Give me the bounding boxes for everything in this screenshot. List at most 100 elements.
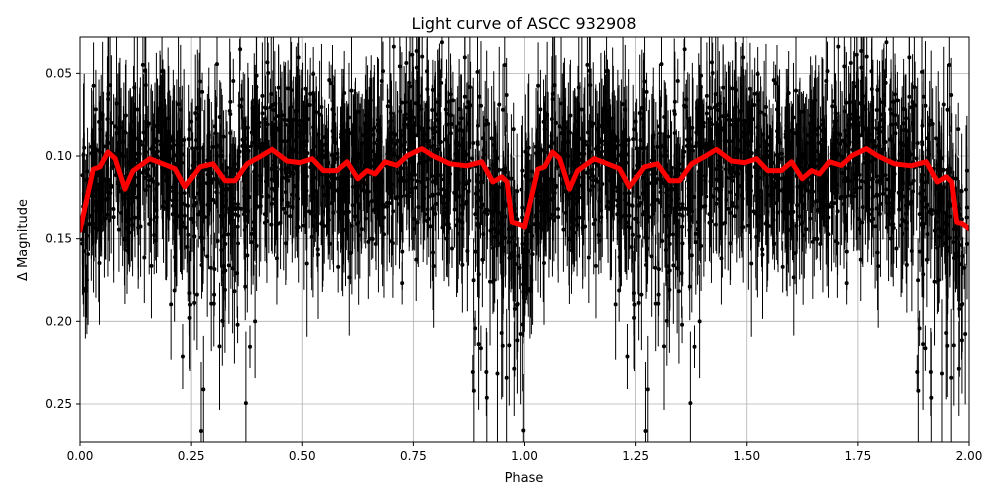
data-point bbox=[521, 373, 526, 442]
data-point bbox=[688, 202, 693, 239]
data-point bbox=[169, 249, 174, 360]
data-point bbox=[874, 84, 879, 136]
data-point bbox=[779, 106, 784, 251]
data-point bbox=[436, 60, 441, 144]
data-point bbox=[397, 138, 402, 224]
data-point bbox=[682, 126, 687, 177]
x-axis-label: Phase bbox=[505, 471, 544, 486]
data-point bbox=[869, 176, 874, 265]
data-point bbox=[460, 108, 465, 154]
data-point bbox=[349, 157, 354, 295]
data-point bbox=[217, 80, 222, 154]
data-point bbox=[682, 37, 687, 71]
data-point bbox=[665, 217, 670, 328]
data-point bbox=[425, 176, 430, 265]
data-point bbox=[924, 212, 929, 308]
data-point bbox=[884, 37, 889, 78]
data-point bbox=[83, 264, 88, 318]
data-point bbox=[420, 37, 425, 129]
data-point bbox=[374, 106, 379, 203]
data-point bbox=[168, 107, 173, 210]
data-point bbox=[769, 149, 774, 234]
data-point bbox=[755, 47, 760, 101]
data-point bbox=[891, 37, 896, 169]
data-point bbox=[386, 143, 391, 235]
data-point bbox=[322, 99, 327, 175]
data-point bbox=[659, 37, 664, 107]
data-point bbox=[372, 65, 377, 191]
data-point bbox=[381, 170, 386, 298]
data-point bbox=[543, 74, 548, 153]
data-point bbox=[907, 37, 912, 96]
data-point bbox=[959, 287, 964, 394]
data-point bbox=[591, 173, 596, 275]
data-point bbox=[897, 171, 902, 248]
data-point bbox=[316, 190, 321, 319]
data-point bbox=[939, 299, 944, 442]
data-point bbox=[909, 190, 914, 312]
data-point bbox=[428, 138, 433, 180]
data-point bbox=[238, 180, 243, 238]
data-point bbox=[180, 324, 185, 390]
data-point bbox=[432, 75, 437, 216]
data-point bbox=[317, 127, 322, 187]
data-point bbox=[869, 48, 874, 95]
data-point bbox=[93, 161, 98, 245]
data-point bbox=[943, 211, 948, 275]
data-point bbox=[237, 126, 242, 177]
data-point bbox=[951, 285, 956, 406]
data-point bbox=[370, 177, 375, 243]
data-point bbox=[391, 37, 396, 117]
data-point bbox=[840, 92, 845, 190]
data-point bbox=[266, 42, 271, 104]
binned-curve-line bbox=[80, 146, 969, 233]
data-point bbox=[760, 190, 765, 319]
data-point bbox=[632, 111, 637, 148]
data-point bbox=[541, 171, 546, 250]
data-point bbox=[730, 126, 735, 228]
data-point bbox=[249, 208, 254, 277]
data-point bbox=[219, 213, 224, 287]
data-point bbox=[152, 195, 157, 275]
data-point bbox=[245, 143, 250, 207]
data-point bbox=[147, 173, 152, 275]
data-point bbox=[545, 168, 550, 233]
data-point bbox=[447, 192, 452, 264]
data-point bbox=[404, 37, 409, 121]
data-point bbox=[491, 71, 496, 219]
data-point bbox=[887, 156, 892, 237]
data-point bbox=[187, 111, 192, 148]
data-point bbox=[439, 37, 444, 78]
data-point bbox=[676, 219, 681, 364]
data-point bbox=[920, 108, 925, 181]
data-point bbox=[794, 157, 799, 295]
data-point bbox=[655, 135, 660, 223]
data-point bbox=[219, 88, 224, 213]
data-point bbox=[515, 287, 520, 394]
data-point bbox=[145, 105, 150, 147]
data-point bbox=[883, 58, 888, 108]
data-point bbox=[915, 354, 920, 390]
data-point bbox=[99, 74, 104, 153]
data-point bbox=[683, 180, 688, 238]
data-point bbox=[637, 54, 642, 172]
data-point bbox=[738, 76, 743, 147]
data-point bbox=[921, 278, 926, 410]
data-point bbox=[801, 165, 806, 305]
data-point bbox=[904, 108, 909, 154]
data-point bbox=[936, 149, 941, 274]
data-point bbox=[941, 178, 946, 248]
data-point bbox=[254, 37, 259, 142]
data-point bbox=[816, 65, 821, 191]
data-point bbox=[500, 294, 505, 398]
data-point bbox=[812, 77, 817, 176]
data-point bbox=[804, 210, 809, 249]
data-point bbox=[500, 63, 505, 156]
data-point bbox=[263, 115, 268, 248]
data-point bbox=[889, 59, 894, 190]
data-point bbox=[330, 144, 335, 204]
data-point bbox=[923, 162, 928, 239]
data-point bbox=[101, 112, 106, 180]
data-point bbox=[380, 41, 385, 101]
axis-ticks: 0.00 0.25 0.50 0.75 1.00 1.25 1.50 1.75 2.00 0.05… bbox=[45, 66, 982, 463]
